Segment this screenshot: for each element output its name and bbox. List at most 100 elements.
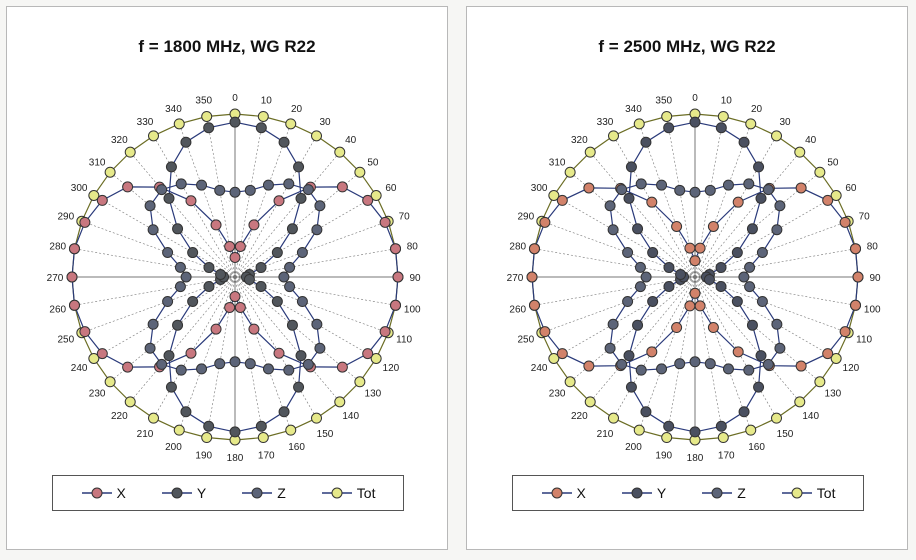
data-point <box>771 412 782 424</box>
series-x <box>66 181 404 373</box>
data-point <box>663 280 675 292</box>
data-point <box>165 161 177 173</box>
data-point <box>255 280 267 292</box>
data-point <box>175 364 187 376</box>
legend-item-x: X <box>541 485 586 501</box>
data-point <box>633 424 645 436</box>
angle-tick-label: 50 <box>827 157 839 168</box>
angle-tick-label: 30 <box>779 117 791 128</box>
data-point <box>762 184 774 196</box>
grid-spoke <box>234 276 264 438</box>
angle-tick-label: 30 <box>319 117 331 128</box>
data-point <box>528 243 540 255</box>
angle-tick-label: 50 <box>367 157 379 168</box>
data-point <box>753 381 765 393</box>
data-point <box>334 146 346 158</box>
grid-spoke <box>234 195 377 278</box>
data-point <box>156 184 168 196</box>
data-point <box>715 262 727 274</box>
legend-dot <box>631 487 643 499</box>
data-point <box>284 281 296 293</box>
legend-marker <box>161 487 192 499</box>
data-point <box>640 271 652 283</box>
legend-dot <box>551 487 562 499</box>
grid-spoke <box>694 276 821 383</box>
data-point <box>214 358 226 370</box>
data-point <box>314 342 326 354</box>
data-point <box>622 296 634 308</box>
data-point <box>203 262 215 274</box>
data-point <box>104 166 116 178</box>
data-point <box>285 118 297 130</box>
data-point <box>162 296 174 308</box>
polar-grid <box>532 114 858 440</box>
legend-dot <box>331 487 343 499</box>
data-point <box>379 216 391 228</box>
grid-spoke <box>234 276 377 359</box>
angle-tick-label: 250 <box>58 335 75 346</box>
data-point <box>392 271 404 283</box>
angle-tick-label: 60 <box>845 183 857 194</box>
angle-tick-label: 290 <box>58 211 75 222</box>
data-point <box>526 271 538 283</box>
data-point <box>370 190 382 201</box>
data-point <box>689 116 701 128</box>
data-point <box>822 194 834 206</box>
data-point <box>647 295 659 307</box>
data-point <box>616 358 628 370</box>
chart-panel-2500: f = 2500 MHz, WG R22 0 10 20 30 40 50 60 70 80 90… <box>466 6 908 550</box>
data-point <box>180 406 192 418</box>
data-point <box>663 420 675 432</box>
data-point <box>583 182 595 194</box>
data-point <box>334 396 346 408</box>
grid-spoke <box>206 276 236 438</box>
data-point <box>224 301 236 313</box>
data-point <box>248 323 260 335</box>
data-point <box>771 318 783 330</box>
data-point <box>608 130 619 142</box>
legend-item-x: X <box>81 485 126 501</box>
data-point <box>539 326 551 338</box>
data-point <box>738 136 750 148</box>
data-point <box>625 381 637 393</box>
angle-tick-label: 0 <box>692 93 698 104</box>
data-point <box>229 251 241 263</box>
data-point <box>311 412 322 424</box>
data-point <box>173 424 185 436</box>
data-point <box>255 420 267 432</box>
data-point <box>675 268 687 280</box>
angle-tick-label: 320 <box>571 135 588 146</box>
data-point <box>144 342 156 354</box>
data-point <box>732 346 744 358</box>
angle-tick-label: 340 <box>625 104 642 115</box>
legend-label: X <box>116 485 126 501</box>
data-point <box>744 281 756 293</box>
angle-tick-label: 120 <box>843 363 860 374</box>
data-point <box>743 364 755 376</box>
data-point <box>556 348 568 360</box>
data-point <box>743 178 755 190</box>
data-point <box>647 247 659 259</box>
angle-tick-label: 200 <box>165 442 182 453</box>
grid-spoke <box>589 276 696 403</box>
angle-tick-label: 230 <box>549 389 566 400</box>
grid-spoke <box>109 171 236 278</box>
data-point <box>224 241 236 253</box>
angle-tick-label: 160 <box>748 442 765 453</box>
angle-tick-label: 100 <box>864 304 881 315</box>
grid-spoke <box>694 276 856 306</box>
data-point <box>689 356 701 368</box>
grid-spoke <box>569 171 696 278</box>
data-point <box>278 271 290 283</box>
legend-label: X <box>576 485 586 501</box>
data-point <box>556 194 568 206</box>
legend-dot <box>251 487 263 499</box>
data-point <box>278 406 290 418</box>
angle-tick-label: 130 <box>825 389 842 400</box>
grid-spoke <box>153 276 236 419</box>
data-point <box>174 281 186 293</box>
angle-tick-label: 260 <box>509 304 526 315</box>
angle-tick-label: 140 <box>342 411 359 422</box>
legend-dot <box>171 487 183 499</box>
grid-spoke <box>694 195 837 278</box>
